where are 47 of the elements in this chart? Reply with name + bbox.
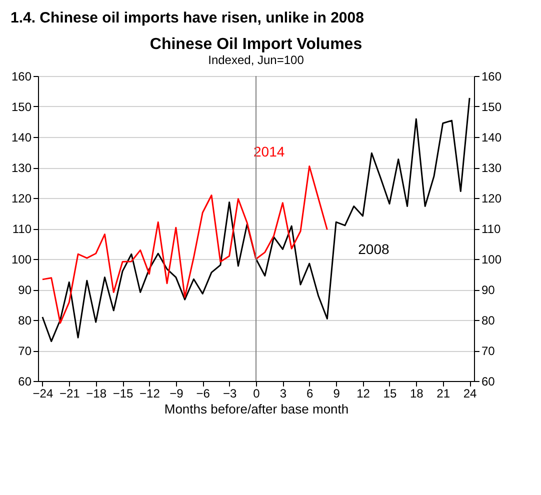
- x-tick-label: −12: [140, 386, 160, 400]
- y-tick-label: 120: [11, 192, 32, 206]
- y2-tick-label: 90: [482, 283, 496, 297]
- y-tick-label: 130: [11, 161, 32, 175]
- y2-tick-label: 80: [482, 314, 496, 328]
- x-tick-label: 6: [306, 386, 314, 400]
- y-tick-label: 80: [18, 314, 32, 328]
- y-tick-label: 100: [11, 252, 32, 266]
- x-tick-label: 12: [356, 386, 370, 400]
- series-label: 2014: [254, 143, 285, 160]
- y2-tick-label: 100: [482, 252, 502, 266]
- y2-tick-label: 110: [482, 222, 501, 236]
- y2-tick-label: 140: [482, 130, 502, 144]
- text: Indexed, Jun=100: [208, 53, 304, 67]
- y-tick-label: 60: [18, 374, 32, 388]
- x-tick-label: 21: [436, 386, 450, 400]
- y-tick-label: 90: [18, 283, 32, 297]
- series-label: 2008: [358, 240, 390, 257]
- y-tick-label: 70: [18, 344, 32, 358]
- y2-tick-label: 150: [482, 100, 502, 114]
- x-tick-label: 24: [463, 386, 478, 400]
- y2-tick-label: 130: [482, 161, 502, 175]
- y-tick-label: 150: [11, 100, 32, 114]
- chart-subtitle: Chinese Oil Import Volumes: [150, 36, 362, 53]
- y-tick-label: 140: [11, 130, 32, 144]
- x-tick-label: 9: [333, 386, 340, 400]
- y2-tick-label: 120: [482, 192, 502, 206]
- x-tick-label: 0: [253, 386, 260, 400]
- x-tick-label: −9: [170, 386, 184, 400]
- y2-tick-label: 160: [482, 70, 502, 84]
- line-series: [42, 97, 470, 342]
- x-tick-label: 18: [410, 386, 424, 400]
- chart-title: 1.4. Chinese oil imports have risen, unlike in 2008: [10, 10, 364, 26]
- y2-tick-label: 60: [482, 374, 496, 388]
- line-series: [42, 166, 328, 324]
- x-tick-label: −21: [59, 386, 80, 400]
- x-tick-label: −24: [32, 386, 54, 400]
- x-tick-label: −18: [86, 386, 107, 400]
- x-tick-label: −3: [222, 386, 237, 400]
- y-tick-label: 110: [12, 222, 32, 236]
- x-tick-label: 3: [280, 386, 287, 400]
- y-tick-label: 160: [11, 70, 32, 84]
- x-axis-title: Months before/after base month: [164, 402, 349, 416]
- x-tick-label: −6: [196, 386, 210, 400]
- x-tick-label: 15: [383, 386, 397, 400]
- x-tick-label: −15: [112, 386, 134, 400]
- y2-tick-label: 70: [482, 344, 496, 358]
